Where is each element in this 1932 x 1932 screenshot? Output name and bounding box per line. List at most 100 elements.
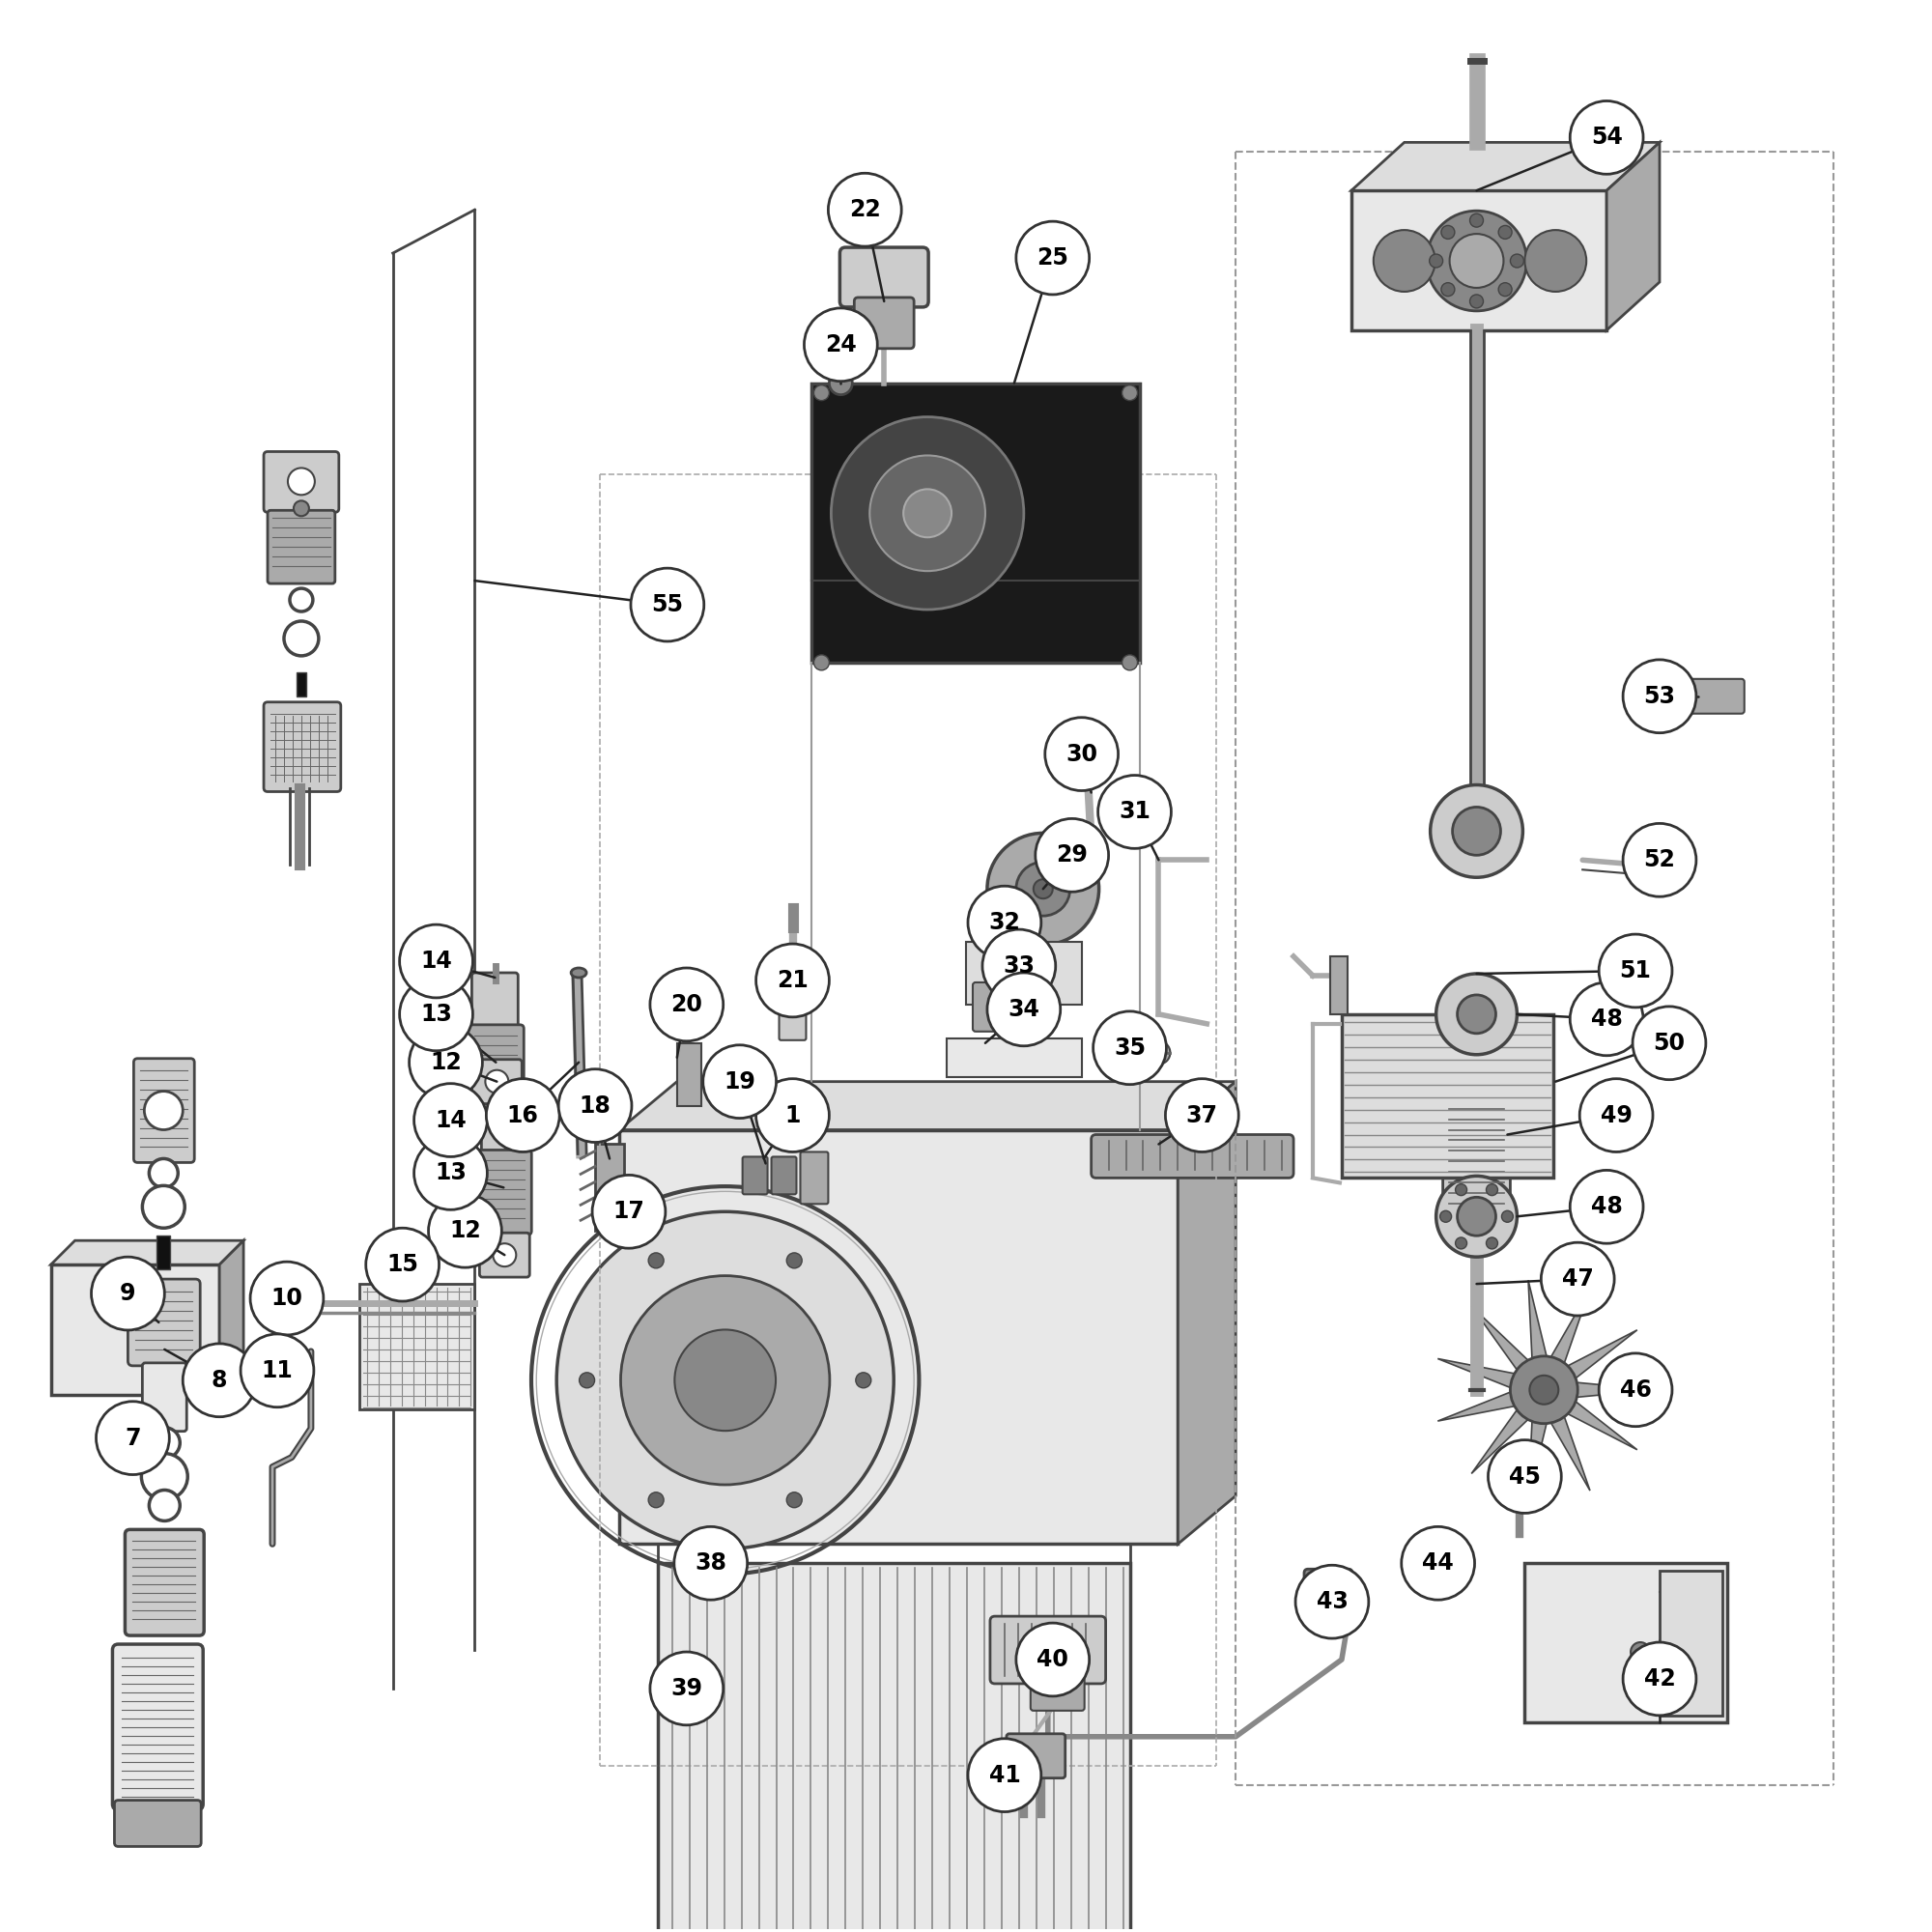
FancyBboxPatch shape	[133, 1059, 195, 1163]
Circle shape	[580, 1372, 595, 1387]
Circle shape	[1094, 1010, 1167, 1084]
Circle shape	[556, 1211, 895, 1549]
FancyBboxPatch shape	[471, 972, 518, 1026]
Polygon shape	[1437, 1389, 1544, 1422]
Circle shape	[1509, 1470, 1532, 1493]
Polygon shape	[1607, 143, 1660, 330]
Circle shape	[1488, 1439, 1561, 1513]
Circle shape	[410, 1026, 483, 1099]
Circle shape	[1470, 294, 1484, 307]
FancyBboxPatch shape	[265, 452, 338, 512]
Circle shape	[1623, 1642, 1696, 1716]
Text: 48: 48	[1590, 1196, 1623, 1219]
Circle shape	[1426, 211, 1526, 311]
Circle shape	[1571, 1171, 1644, 1244]
Circle shape	[1148, 1041, 1171, 1065]
FancyBboxPatch shape	[811, 383, 1140, 663]
Text: 24: 24	[825, 332, 856, 355]
Circle shape	[1571, 100, 1644, 174]
Text: 47: 47	[1561, 1267, 1594, 1291]
FancyBboxPatch shape	[475, 1150, 531, 1235]
FancyBboxPatch shape	[265, 701, 340, 792]
Circle shape	[829, 174, 902, 247]
Circle shape	[649, 968, 723, 1041]
Text: 11: 11	[261, 1358, 294, 1381]
Text: 49: 49	[1600, 1103, 1633, 1126]
Circle shape	[1486, 1236, 1497, 1248]
Circle shape	[149, 1428, 180, 1459]
Polygon shape	[618, 1082, 1236, 1130]
Text: 43: 43	[1316, 1590, 1349, 1613]
Text: 40: 40	[1037, 1648, 1068, 1671]
Circle shape	[365, 1229, 439, 1302]
Circle shape	[1486, 1184, 1497, 1196]
Text: 55: 55	[651, 593, 684, 616]
FancyBboxPatch shape	[479, 1233, 529, 1277]
Bar	[156, 1236, 170, 1269]
Circle shape	[703, 1045, 777, 1119]
Circle shape	[968, 887, 1041, 960]
Circle shape	[1296, 1565, 1368, 1638]
Text: 9: 9	[120, 1283, 135, 1306]
Polygon shape	[220, 1240, 243, 1395]
Circle shape	[1441, 282, 1455, 296]
Circle shape	[1457, 1198, 1495, 1236]
Circle shape	[149, 1490, 180, 1520]
Text: 45: 45	[1509, 1464, 1540, 1488]
FancyBboxPatch shape	[742, 1157, 767, 1194]
Circle shape	[1524, 230, 1586, 292]
Circle shape	[1165, 1078, 1238, 1151]
Text: 35: 35	[1115, 1036, 1146, 1059]
FancyBboxPatch shape	[947, 1037, 1082, 1076]
Text: 33: 33	[1003, 954, 1036, 978]
Polygon shape	[1179, 1082, 1236, 1544]
Circle shape	[1036, 819, 1109, 893]
Ellipse shape	[572, 968, 587, 978]
FancyBboxPatch shape	[1524, 1563, 1727, 1721]
FancyBboxPatch shape	[112, 1644, 203, 1810]
Circle shape	[1430, 255, 1443, 269]
Circle shape	[1571, 981, 1644, 1055]
FancyBboxPatch shape	[1443, 1097, 1511, 1215]
Circle shape	[141, 1453, 187, 1499]
Text: 8: 8	[211, 1368, 228, 1391]
Polygon shape	[1528, 1281, 1548, 1389]
Circle shape	[786, 1252, 802, 1267]
Text: 39: 39	[670, 1677, 703, 1700]
Circle shape	[674, 1329, 777, 1432]
Polygon shape	[1544, 1329, 1636, 1389]
Circle shape	[904, 489, 952, 537]
Text: 44: 44	[1422, 1551, 1455, 1575]
Circle shape	[678, 1694, 694, 1710]
Circle shape	[649, 1492, 665, 1507]
Circle shape	[1034, 879, 1053, 898]
Text: 19: 19	[724, 1070, 755, 1094]
FancyBboxPatch shape	[771, 1157, 796, 1194]
FancyBboxPatch shape	[126, 1530, 205, 1636]
Text: 10: 10	[270, 1287, 303, 1310]
Circle shape	[1122, 384, 1138, 400]
Circle shape	[1430, 784, 1522, 877]
Circle shape	[804, 307, 877, 381]
Circle shape	[184, 1343, 257, 1416]
Circle shape	[1631, 1642, 1650, 1662]
Circle shape	[987, 972, 1061, 1045]
Text: 21: 21	[777, 968, 808, 991]
Polygon shape	[1528, 1389, 1548, 1499]
FancyBboxPatch shape	[1329, 956, 1347, 1014]
Circle shape	[145, 1092, 184, 1130]
Text: 17: 17	[612, 1200, 645, 1223]
Circle shape	[1435, 974, 1517, 1055]
FancyBboxPatch shape	[972, 981, 1041, 1032]
FancyBboxPatch shape	[840, 247, 929, 307]
Circle shape	[813, 655, 829, 670]
Polygon shape	[1472, 1389, 1544, 1474]
Polygon shape	[1544, 1381, 1656, 1397]
Circle shape	[630, 568, 703, 641]
FancyBboxPatch shape	[854, 298, 914, 348]
FancyBboxPatch shape	[50, 1265, 220, 1395]
Circle shape	[1016, 222, 1090, 294]
Circle shape	[1016, 862, 1070, 916]
Text: 48: 48	[1590, 1007, 1623, 1030]
FancyBboxPatch shape	[359, 1285, 475, 1408]
